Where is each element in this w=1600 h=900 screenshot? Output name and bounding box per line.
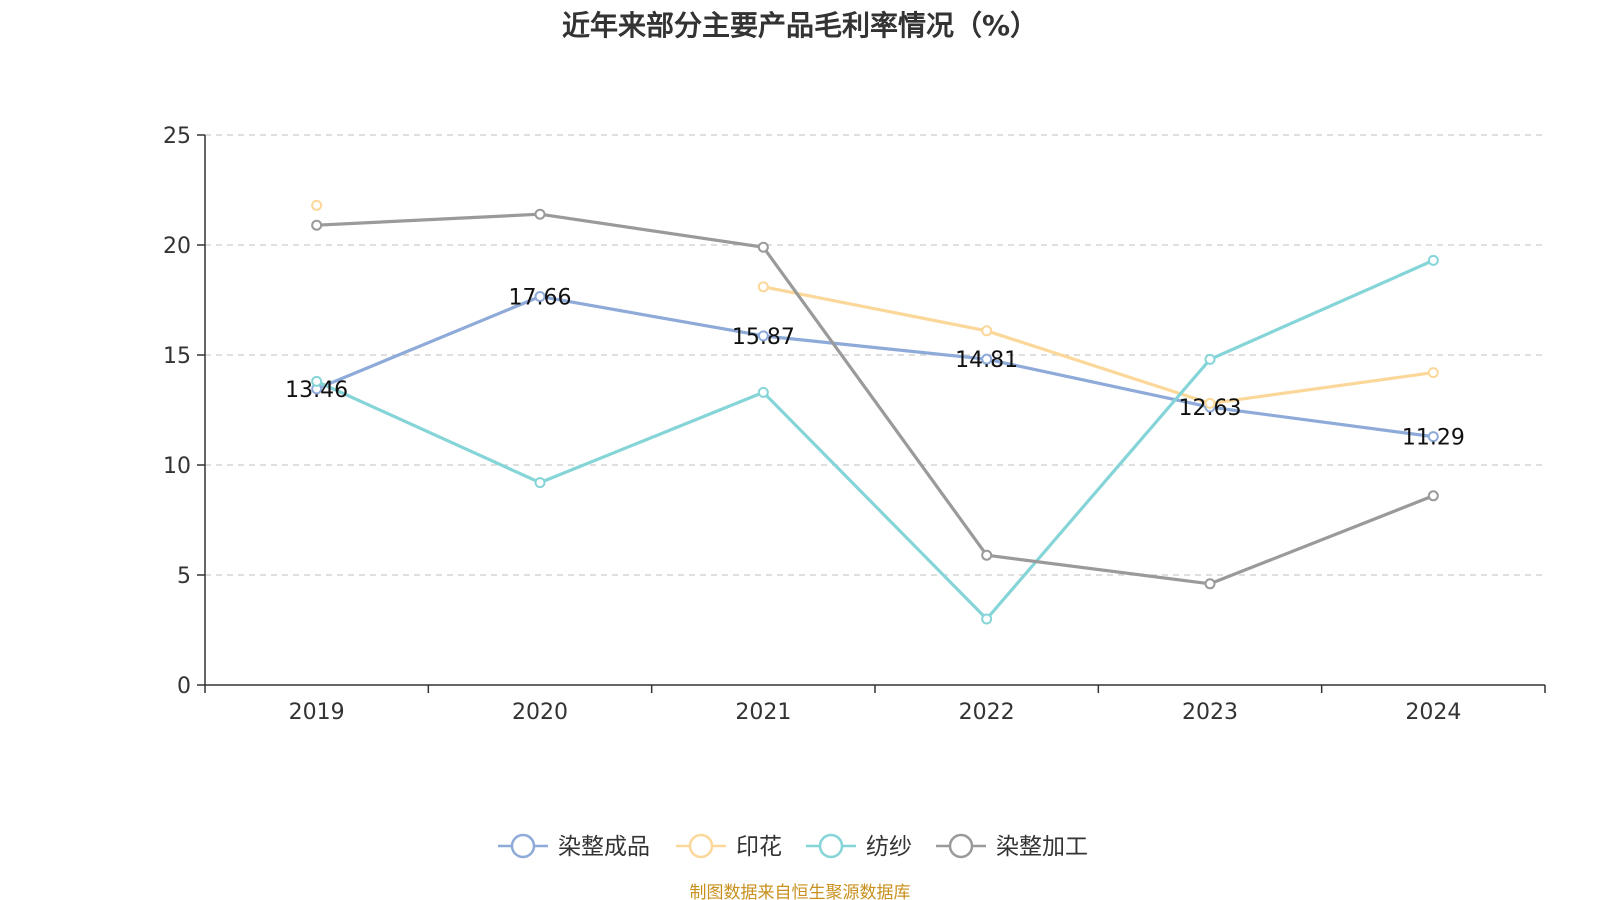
data-point xyxy=(757,281,769,293)
legend-item: 印花 xyxy=(676,833,782,860)
y-tick-label: 20 xyxy=(163,234,191,259)
data-point xyxy=(981,549,993,561)
y-tick-label: 15 xyxy=(163,344,191,369)
legend-label: 印花 xyxy=(736,834,782,860)
y-tick-label: 0 xyxy=(177,674,191,699)
legend-item: 染整成品 xyxy=(498,833,650,860)
data-label: 11.29 xyxy=(1402,426,1465,451)
data-point xyxy=(311,199,323,211)
legend-marker xyxy=(948,833,974,859)
x-tick-label: 2020 xyxy=(512,700,568,725)
x-tick-label: 2024 xyxy=(1405,700,1461,725)
legend: 染整成品 印花 纺纱 染整加工 xyxy=(498,833,1088,860)
chart-title: 近年来部分主要产品毛利率情况（%） xyxy=(561,9,1039,42)
x-tick-label: 2023 xyxy=(1182,700,1238,725)
series-line-2 xyxy=(316,258,1434,621)
data-point xyxy=(1427,431,1439,443)
legend-marker xyxy=(510,833,536,859)
data-point xyxy=(1204,578,1216,590)
data-point xyxy=(534,290,546,302)
legend-label: 染整加工 xyxy=(996,834,1088,860)
legend-marker xyxy=(688,833,714,859)
series-lines xyxy=(316,212,1434,621)
data-point xyxy=(534,477,546,489)
series-line-1 xyxy=(763,285,1434,405)
data-label: 15.87 xyxy=(732,325,795,350)
data-point xyxy=(1204,353,1216,365)
source-note: 制图数据来自恒生聚源数据库 xyxy=(689,883,911,900)
data-point xyxy=(981,613,993,625)
data-point xyxy=(757,241,769,253)
legend-marker xyxy=(818,833,844,859)
data-label: 17.66 xyxy=(509,285,572,310)
data-point xyxy=(981,325,993,337)
legend-item: 纺纱 xyxy=(806,833,912,860)
data-labels: 13.46 17.66 15.87 14.81 12.63 11.29 xyxy=(285,285,1465,450)
grid-lines xyxy=(205,134,1545,576)
data-point xyxy=(1427,254,1439,266)
data-point xyxy=(534,208,546,220)
x-tick-label: 2022 xyxy=(959,700,1015,725)
data-label: 12.63 xyxy=(1179,396,1242,421)
series-line-0 xyxy=(316,294,1434,439)
data-point xyxy=(757,330,769,342)
axes: 0 5 10 15 20 25 2019 2020 2021 2022 2023 2024 xyxy=(163,124,1546,725)
y-tick-label: 5 xyxy=(177,564,191,589)
data-points xyxy=(311,199,1439,625)
data-point xyxy=(1427,490,1439,502)
data-label: 14.81 xyxy=(955,348,1018,373)
data-point xyxy=(757,386,769,398)
legend-label: 纺纱 xyxy=(866,834,912,860)
data-point xyxy=(1204,397,1216,409)
legend-item: 染整加工 xyxy=(936,833,1088,860)
data-point xyxy=(1427,367,1439,379)
series-line-3 xyxy=(316,212,1434,586)
data-point xyxy=(981,353,993,365)
data-point xyxy=(311,219,323,231)
data-label: 13.46 xyxy=(285,378,348,403)
data-point xyxy=(311,375,323,387)
x-tick-label: 2019 xyxy=(289,700,345,725)
x-tick-label: 2021 xyxy=(735,700,791,725)
y-tick-label: 10 xyxy=(163,454,191,479)
y-tick-label: 25 xyxy=(163,124,191,149)
legend-label: 染整成品 xyxy=(558,834,650,860)
